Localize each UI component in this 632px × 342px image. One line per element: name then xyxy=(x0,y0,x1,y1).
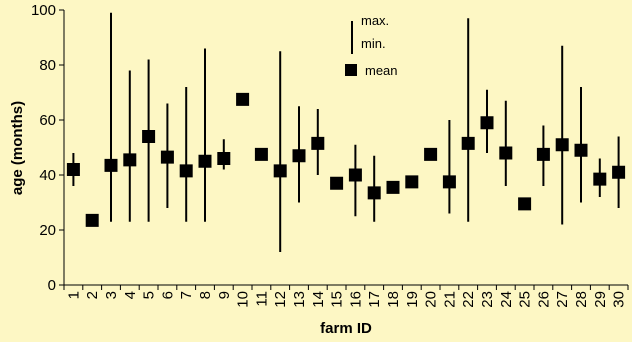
mean-marker xyxy=(160,150,174,164)
mean-marker xyxy=(66,163,80,176)
mean-marker xyxy=(142,130,156,143)
mean-marker xyxy=(367,186,381,200)
mean-marker xyxy=(424,147,438,161)
mean-marker xyxy=(461,136,475,150)
mean-marker xyxy=(348,168,362,182)
x-tick-label: 3 xyxy=(103,291,120,299)
y-axis-title: age (months) xyxy=(9,101,26,195)
mean-marker xyxy=(104,158,118,172)
x-tick-label: 6 xyxy=(159,291,176,299)
mean-marker xyxy=(518,197,532,211)
mean-marker xyxy=(574,143,588,157)
x-tick-label: 30 xyxy=(611,291,628,308)
mean-marker xyxy=(480,116,494,130)
y-tick-label: 40 xyxy=(39,167,56,184)
x-tick-label: 12 xyxy=(272,291,289,308)
mean-marker xyxy=(85,213,99,227)
mean-marker xyxy=(555,138,569,152)
mean-marker xyxy=(179,164,193,178)
x-tick-label: 15 xyxy=(329,291,346,308)
mean-marker xyxy=(123,153,137,167)
x-tick-label: 26 xyxy=(535,291,552,308)
mean-marker xyxy=(330,176,344,190)
y-tick-label: 0 xyxy=(48,277,56,294)
mean-marker xyxy=(217,152,231,165)
mean-marker xyxy=(273,164,287,178)
x-tick-label: 10 xyxy=(235,291,252,308)
x-tick-label: 9 xyxy=(216,291,233,299)
x-tick-label: 13 xyxy=(291,291,308,308)
mean-marker xyxy=(593,172,607,186)
mean-marker xyxy=(386,180,400,194)
mean-marker xyxy=(499,146,513,160)
x-tick-label: 8 xyxy=(197,291,214,299)
mean-marker xyxy=(442,175,456,189)
mean-marker xyxy=(254,147,268,161)
x-tick-label: 24 xyxy=(498,291,515,308)
x-tick-label: 5 xyxy=(141,291,158,299)
x-tick-label: 4 xyxy=(122,291,139,299)
y-tick-label: 80 xyxy=(39,57,56,74)
x-tick-label: 18 xyxy=(385,291,402,308)
x-tick-label: 2 xyxy=(84,291,101,299)
x-tick-label: 22 xyxy=(460,291,477,308)
mean-marker xyxy=(292,149,306,163)
x-tick-label: 23 xyxy=(479,291,496,308)
x-axis-title: farm ID xyxy=(320,320,372,337)
x-tick-label: 21 xyxy=(441,291,458,308)
y-tick-label: 100 xyxy=(31,2,56,19)
mean-marker xyxy=(311,136,325,150)
mean-marker xyxy=(405,175,419,189)
y-tick-label: 60 xyxy=(39,112,56,129)
legend-mean-symbol xyxy=(345,64,357,76)
legend-max-label: max. xyxy=(361,13,389,28)
legend: max. min. mean xyxy=(345,13,398,78)
legend-mean-label: mean xyxy=(365,63,398,78)
x-tick-label: 14 xyxy=(310,291,327,308)
x-tick-label: 16 xyxy=(347,291,364,308)
x-tick-label: 20 xyxy=(423,291,440,308)
legend-min-label: min. xyxy=(361,36,386,51)
x-tick-label: 11 xyxy=(253,291,270,307)
x-tick-label: 25 xyxy=(517,291,534,308)
mean-marker xyxy=(236,92,250,106)
x-tick-label: 7 xyxy=(178,291,195,299)
x-tick-label: 28 xyxy=(573,291,590,308)
x-tick-label: 19 xyxy=(404,291,421,308)
mean-marker xyxy=(536,147,550,161)
x-tick-label: 29 xyxy=(592,291,609,308)
mean-marker xyxy=(612,165,626,179)
x-tick-label: 27 xyxy=(554,291,571,308)
y-tick-label: 20 xyxy=(39,222,56,239)
mean-marker xyxy=(198,154,212,168)
x-tick-label: 1 xyxy=(65,291,82,299)
x-tick-label: 17 xyxy=(366,291,383,308)
